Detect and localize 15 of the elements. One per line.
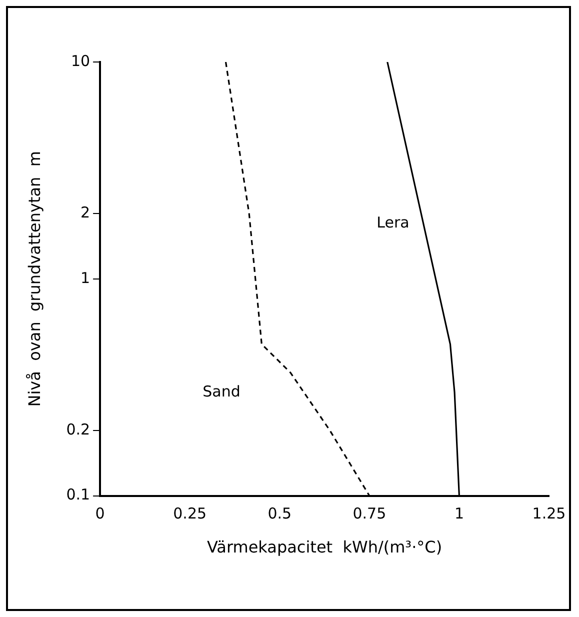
x-tick-label: 0 [95,504,105,523]
y-tick-label: 2 [80,203,90,222]
y-tick-label: 1 [80,268,90,287]
y-tick-label: 0.1 [66,486,90,504]
y-tick-label: 10 [70,52,90,70]
text: Sand [202,382,240,400]
x-tick-label: 1.25 [532,504,566,523]
x-tick-label: 1 [454,504,464,523]
y-axis-title: Nivå ovan grundvattenytan m [24,151,44,407]
x-tick-label: 0.75 [352,504,386,523]
x-axis-title: Värmekapacitet kWh/(m³·°C) [206,538,442,557]
series-label: Lera [376,213,410,232]
x-tick-label: 0.5 [268,504,292,523]
x-tick-label: 0.25 [173,504,207,523]
y-tick-label: 0.2 [66,420,90,438]
